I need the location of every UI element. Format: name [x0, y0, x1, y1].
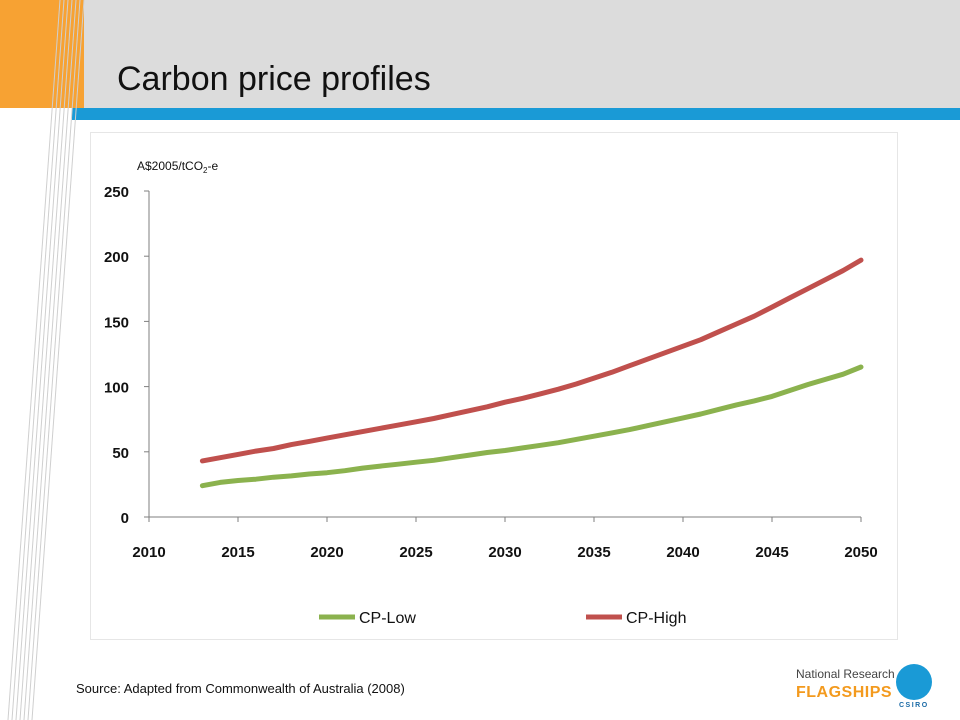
decorative-stripe	[19, 0, 73, 720]
decorative-stripe	[27, 0, 81, 720]
series-line-cp-low	[199, 364, 864, 489]
legend-label-cp-low: CP-Low	[359, 610, 416, 627]
source-note: Source: Adapted from Commonwealth of Aus…	[76, 681, 405, 696]
x-tick-label: 2040	[666, 544, 699, 561]
line-chart: A$2005/tCO2-e 0 50 100 150 200 250 2010 2015 202…	[104, 159, 878, 627]
slide-title: Carbon price profiles	[117, 60, 431, 98]
x-tick-label: 2030	[488, 544, 521, 561]
y-axis-unit-subscript: 2	[203, 166, 208, 175]
blue-title-rule	[72, 108, 960, 120]
logo-text-national-research: National Research	[796, 667, 895, 681]
logo-text-csiro: CSIRO	[899, 702, 929, 709]
series-line-cp-high	[199, 257, 864, 464]
logo-text-flagships: FLAGSHIPS	[796, 684, 893, 701]
y-axis-unit-suffix: -e	[208, 159, 219, 173]
x-tick-label: 2025	[399, 544, 432, 561]
axes: 0 50 100 150 200 250 2010 2015 2020 2025 2030 2035 2…	[104, 184, 878, 561]
x-tick-label: 2035	[577, 544, 610, 561]
y-tick-label: 200	[104, 249, 129, 266]
decorative-stripe	[15, 0, 69, 720]
decorative-stripe	[11, 0, 65, 720]
x-tick-label: 2045	[755, 544, 788, 561]
decorative-stripe	[31, 0, 85, 720]
y-tick-label: 0	[121, 510, 129, 527]
y-tick-label: 100	[104, 380, 129, 397]
series-lines	[199, 257, 864, 489]
y-tick-label: 50	[112, 445, 129, 462]
decorative-stripes	[7, 0, 85, 720]
csiro-flagships-logo: National Research FLAGSHIPS CSIRO	[796, 662, 942, 712]
decorative-stripe	[23, 0, 77, 720]
csiro-emblem-icon	[896, 664, 932, 700]
chart-area: A$2005/tCO2-e 0 50 100 150 200 250 2010 2015 202…	[90, 132, 898, 640]
y-tick-label: 250	[104, 184, 129, 201]
header-band	[0, 0, 960, 108]
y-axis-unit-prefix: A$2005/tCO	[137, 159, 203, 173]
y-axis-unit-label: A$2005/tCO2-e	[137, 159, 218, 175]
x-tick-label: 2015	[221, 544, 254, 561]
y-tick-label: 150	[104, 314, 129, 331]
x-tick-label: 2050	[844, 544, 877, 561]
legend-label-cp-high: CP-High	[626, 610, 686, 627]
legend: CP-Low CP-High	[319, 610, 686, 627]
x-tick-label: 2010	[132, 544, 165, 561]
x-tick-label: 2020	[310, 544, 343, 561]
decorative-stripe	[7, 0, 61, 720]
